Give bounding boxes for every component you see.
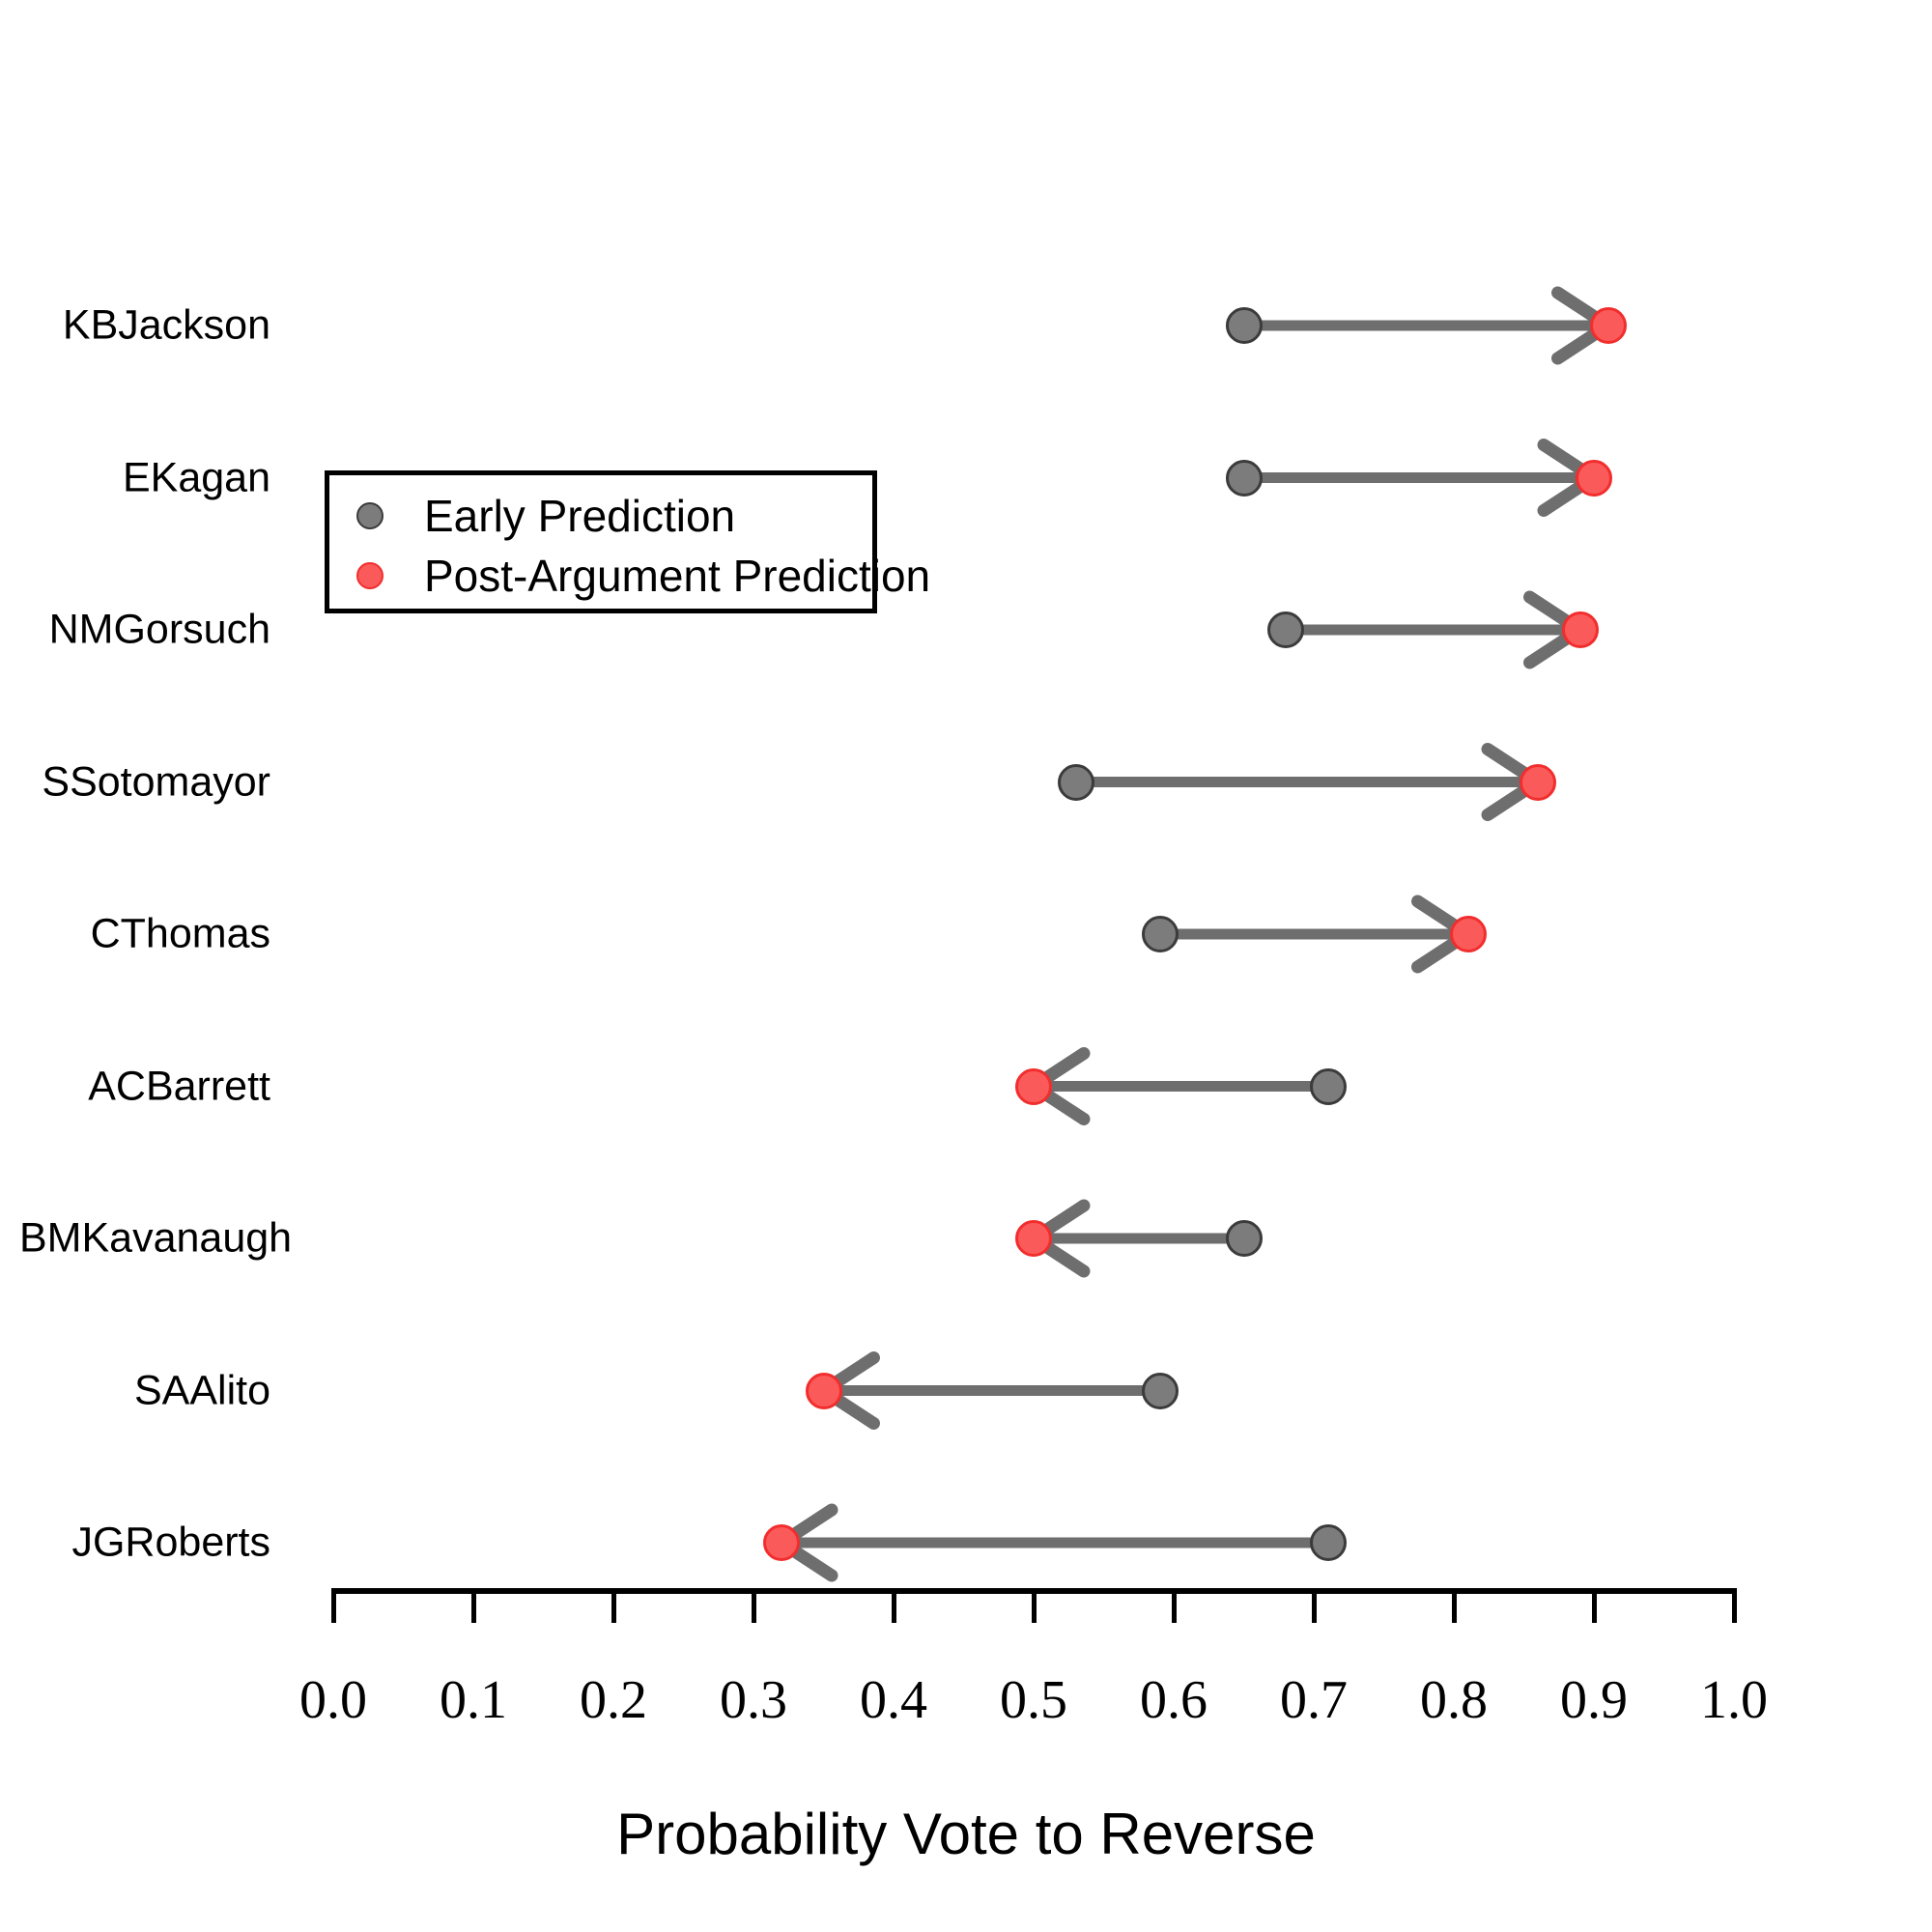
x-axis-tick-label-0.8: 0.8	[1420, 1670, 1488, 1730]
y-axis-label-kbjackson: KBJackson	[62, 301, 270, 349]
chart-legend: Early Prediction Post-Argument Predictio…	[325, 470, 930, 613]
early-prediction-point-nmgorsuch	[1267, 611, 1304, 648]
y-axis-label-jgroberts: JGRoberts	[71, 1519, 270, 1566]
x-axis-tick-0.3	[752, 1588, 756, 1623]
y-axis-label-acbarrett: ACBarrett	[88, 1063, 270, 1109]
y-axis-label-saalito: SAAlito	[133, 1367, 270, 1413]
y-axis-label-ssotomayor: SSotomayor	[42, 758, 270, 805]
y-axis-label-bmkavanaugh: BMKavanaugh	[19, 1214, 293, 1262]
x-axis-tick-label-1.0: 1.0	[1700, 1670, 1768, 1730]
x-axis-tick-label-0.5: 0.5	[1000, 1670, 1067, 1730]
x-axis-tick-1.0	[1732, 1588, 1737, 1623]
x-axis-tick-label-0.7: 0.7	[1280, 1670, 1348, 1730]
y-axis-label-ekagan: EKagan	[122, 454, 270, 500]
x-axis-tick-0.8	[1452, 1588, 1457, 1623]
early-prediction-point-saalito	[1141, 1372, 1179, 1409]
early-prediction-point-jgroberts	[1309, 1524, 1347, 1561]
early-prediction-point-acbarrett	[1309, 1067, 1347, 1105]
post-argument-prediction-point-nmgorsuch	[1561, 611, 1599, 648]
legend-item-post-argument-prediction: Post-Argument Prediction	[356, 549, 930, 603]
x-axis-tick-label-0.3: 0.3	[720, 1670, 787, 1730]
x-axis-tick-0.4	[892, 1588, 896, 1623]
early-prediction-point-ssotomayor	[1057, 763, 1094, 801]
x-axis-tick-label-0.4: 0.4	[860, 1670, 927, 1730]
early-prediction-marker-icon	[356, 502, 384, 529]
post-argument-prediction-marker-icon	[356, 562, 384, 589]
early-prediction-point-kbjackson	[1225, 307, 1263, 344]
x-axis-tick-0.1	[471, 1588, 476, 1623]
x-axis-tick-0.0	[331, 1588, 336, 1623]
legend-label-post: Post-Argument Prediction	[424, 551, 931, 601]
early-prediction-point-bmkavanaugh	[1225, 1220, 1263, 1257]
post-argument-prediction-point-ssotomayor	[1520, 763, 1556, 801]
post-argument-prediction-point-bmkavanaugh	[1015, 1220, 1052, 1257]
x-axis-title: Probability Vote to Reverse	[616, 1802, 1316, 1866]
x-axis-tick-label-0.1: 0.1	[440, 1670, 507, 1730]
post-argument-prediction-point-cthomas	[1449, 916, 1487, 952]
post-argument-prediction-point-saalito	[805, 1372, 842, 1409]
x-axis-tick-label-0.9: 0.9	[1560, 1670, 1628, 1730]
early-prediction-point-ekagan	[1225, 459, 1263, 497]
legend-item-early-prediction: Early Prediction	[356, 489, 735, 543]
post-argument-prediction-point-jgroberts	[763, 1524, 800, 1561]
x-axis-tick-label-0.0: 0.0	[299, 1670, 367, 1730]
x-axis-tick-0.9	[1592, 1588, 1597, 1623]
x-axis-tick-label-0.6: 0.6	[1140, 1670, 1208, 1730]
post-argument-prediction-point-ekagan	[1576, 459, 1612, 497]
y-axis-label-nmgorsuch: NMGorsuch	[48, 606, 270, 653]
y-axis-label-cthomas: CThomas	[90, 910, 270, 957]
x-axis-tick-0.7	[1312, 1588, 1317, 1623]
x-axis-tick-0.6	[1172, 1588, 1177, 1623]
x-axis-tick-0.2	[611, 1588, 616, 1623]
post-argument-prediction-point-acbarrett	[1015, 1067, 1052, 1105]
post-argument-prediction-point-kbjackson	[1589, 307, 1627, 344]
early-prediction-point-cthomas	[1141, 916, 1179, 952]
x-axis-tick-label-0.2: 0.2	[580, 1670, 647, 1730]
x-axis-tick-0.5	[1032, 1588, 1037, 1623]
legend-label-early: Early Prediction	[424, 491, 736, 541]
